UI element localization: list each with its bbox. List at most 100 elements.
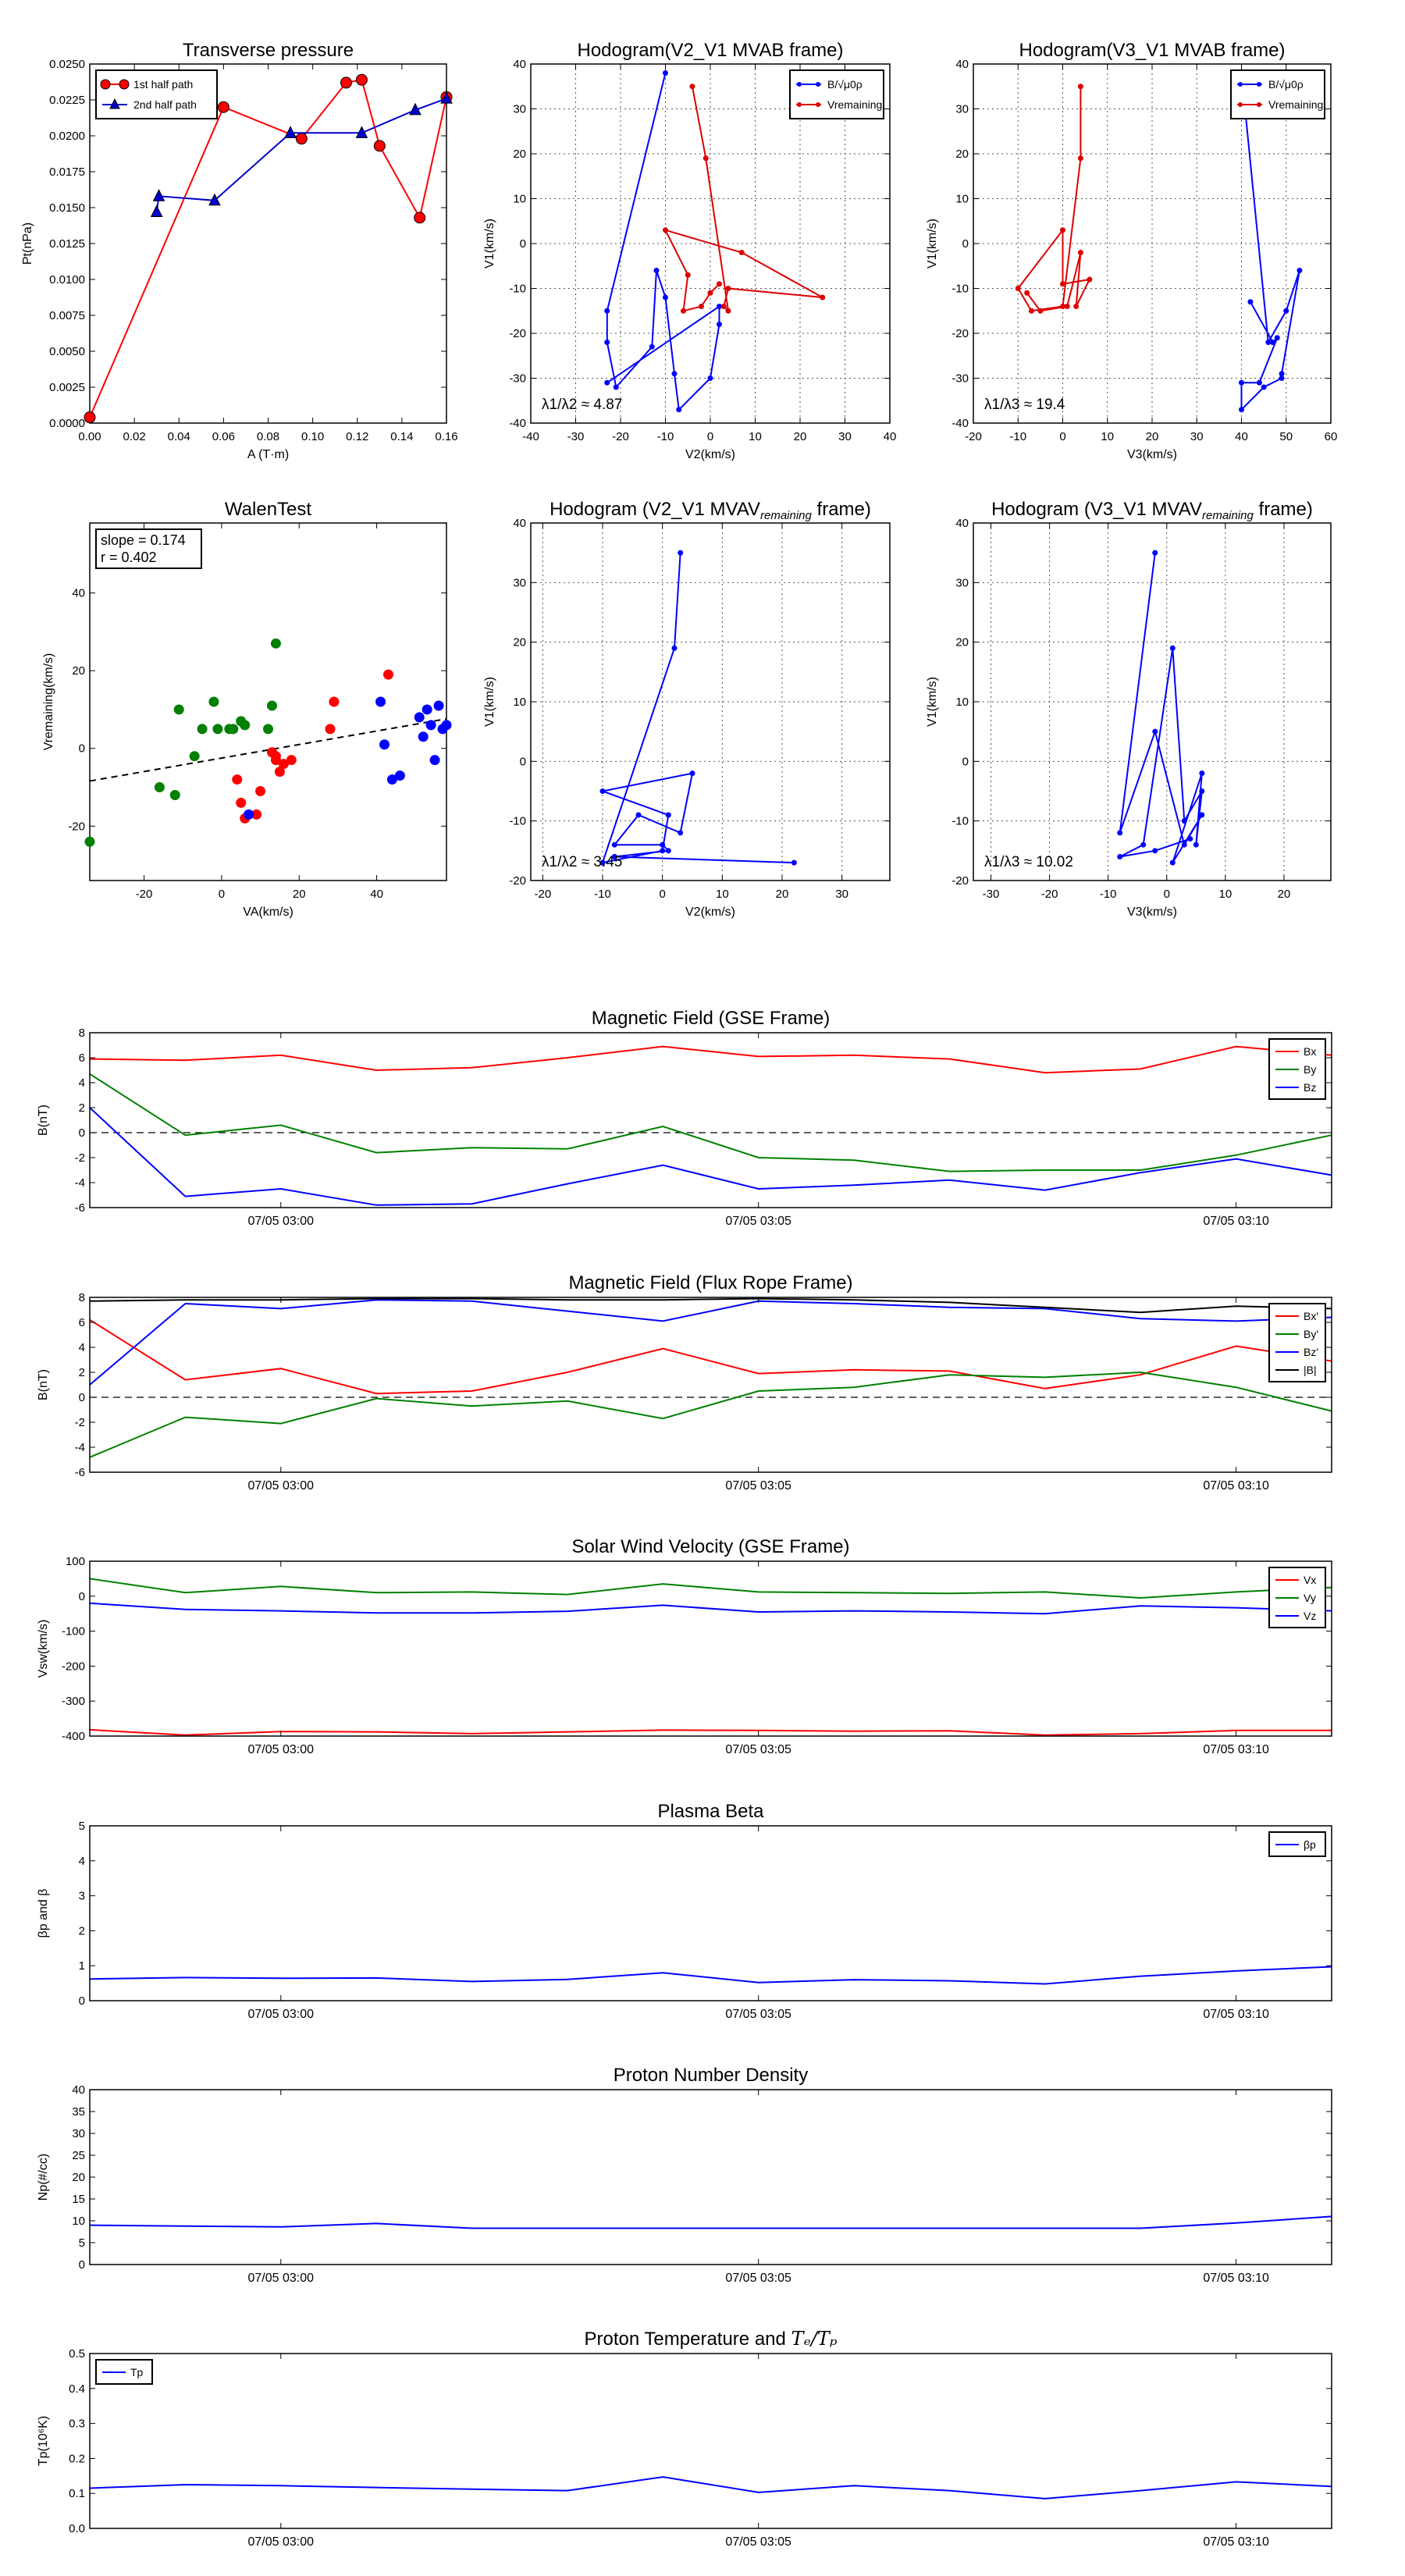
series-line: [1119, 553, 1203, 863]
x-tick-label: 40: [884, 430, 897, 443]
data-point: [663, 227, 668, 233]
title-end: frame): [1254, 499, 1313, 520]
y-tick-label: 20: [513, 148, 526, 161]
data-point: [725, 286, 731, 291]
x-tick-label: 10: [1219, 888, 1232, 901]
y-tick-label: 0: [520, 237, 526, 251]
series-Vremaining: [663, 84, 826, 314]
series-line-Vy: [89, 1578, 1332, 1599]
legend-label: Bx': [1304, 1310, 1318, 1322]
x-tick-label: 10: [716, 888, 729, 901]
x-tick-label: 10: [1101, 430, 1114, 443]
x-tick-label: -20: [612, 430, 629, 443]
y-tick-label: 10: [513, 696, 526, 709]
y-tick-label: 0.0000: [49, 417, 85, 430]
y-tick-label: -4: [75, 1176, 85, 1190]
time-tick-label: 07/05 03:05: [725, 2272, 791, 2285]
time-tick-label: 07/05 03:05: [725, 1479, 791, 1493]
eigenvalue-ratio-label: λ1/λ3 ≈ 19.4: [984, 397, 1065, 413]
data-point: [663, 70, 668, 76]
data-point: [263, 724, 273, 735]
legend-marker: [1238, 82, 1243, 87]
y-tick-label: 6: [79, 1316, 85, 1329]
legend-label: Bz: [1304, 1081, 1316, 1094]
y-tick-label: 20: [72, 2171, 85, 2184]
legend-label: Vremaining: [1268, 98, 1323, 111]
time-tick-label: 07/05 03:00: [248, 2535, 315, 2549]
title-math: Tₑ/Tₚ: [791, 2328, 838, 2350]
data-point: [373, 140, 386, 152]
x-tick-label: 0.12: [346, 430, 368, 443]
y-tick-label: 0: [520, 755, 526, 768]
y-axis-label: V1(km/s): [926, 219, 939, 269]
data-point: [154, 782, 165, 793]
plot-frame: [89, 1297, 1332, 1473]
data-point: [1187, 836, 1193, 842]
legend-label: Vy: [1304, 1592, 1316, 1604]
data-point: [414, 212, 426, 224]
y-tick-label: -300: [62, 1695, 85, 1708]
data-point: [702, 155, 709, 162]
legend-marker: [797, 102, 802, 107]
y-tick-label: 40: [72, 2083, 85, 2097]
x-tick-label: -40: [522, 430, 539, 443]
data-point: [228, 724, 239, 735]
y-axis-label: V1(km/s): [483, 677, 496, 727]
legend-label: |B|: [1304, 1364, 1317, 1376]
y-tick-label: 0.0: [69, 2522, 85, 2535]
series-0: [599, 550, 797, 866]
legend-label: Vremaining: [827, 98, 882, 111]
data-point: [212, 724, 223, 735]
legend-label: 1st half path: [133, 78, 193, 91]
y-tick-label: 25: [72, 2149, 85, 2162]
data-point: [355, 126, 368, 138]
series-Vremaining: [1015, 84, 1093, 314]
title-subscript: remaining: [760, 509, 813, 522]
y-tick-label: 0.1: [69, 2487, 85, 2500]
legend-label: B/√μ0ρ: [827, 78, 863, 91]
data-point: [1279, 375, 1285, 381]
chart-title: WalenTest: [225, 499, 311, 520]
x-tick-label: 0.00: [78, 430, 101, 443]
series-line-Vz: [89, 1602, 1332, 1615]
plot-frame: [89, 1825, 1332, 2001]
x-axis-label: VA(km/s): [243, 906, 293, 919]
data-point: [284, 126, 297, 138]
panel-plasma-beta: 0 1 2 3 4 5 07/05 03:00 07/05 03:05 07/05 03:10 P…: [37, 1801, 1332, 2021]
data-point: [717, 281, 722, 287]
y-tick-label: 20: [513, 636, 526, 649]
chart-title: Hodogram (V3_V1 MVAVremaining frame): [991, 499, 1313, 522]
data-point: [255, 786, 266, 796]
eigenvalue-ratio-label: λ1/λ3 ≈ 10.02: [984, 854, 1073, 870]
series-line-Vx: [89, 1728, 1332, 1736]
data-point: [433, 700, 444, 711]
data-point: [665, 848, 671, 854]
x-tick-label: 40: [370, 888, 383, 901]
x-axis-label: V3(km/s): [1127, 906, 1177, 919]
data-point: [251, 809, 262, 820]
x-axis-label: A (T·m): [247, 448, 289, 461]
y-tick-label: 35: [72, 2105, 85, 2119]
legend-label: By': [1304, 1328, 1318, 1340]
y-tick-label: 0.5: [69, 2347, 85, 2361]
x-axis-label: V2(km/s): [685, 448, 735, 461]
x-tick-label: -20: [534, 888, 551, 901]
data-point: [685, 272, 691, 278]
x-tick-label: -20: [1041, 888, 1058, 901]
y-axis-label: Pt(nPa): [21, 222, 34, 265]
y-tick-label: 100: [66, 1555, 85, 1568]
data-point: [266, 700, 277, 711]
x-tick-label: 30: [838, 430, 852, 443]
y-tick-label: 2: [79, 1924, 85, 1937]
y-axis-label: V1(km/s): [926, 677, 939, 727]
data-point: [1199, 770, 1205, 777]
y-tick-label: 40: [513, 517, 526, 530]
y-axis-label: βp and β: [37, 1889, 50, 1938]
panel-proton-temperature: 0.0 0.1 0.2 0.3 0.4 0.5 07/05 03:00 07/05 03:05…: [37, 2328, 1332, 2549]
data-point: [707, 290, 713, 296]
data-point: [665, 812, 671, 818]
y-tick-label: -10: [509, 815, 526, 828]
data-point: [217, 101, 229, 113]
y-tick-label: 8: [79, 1291, 85, 1304]
y-tick-label: 0: [79, 742, 85, 756]
